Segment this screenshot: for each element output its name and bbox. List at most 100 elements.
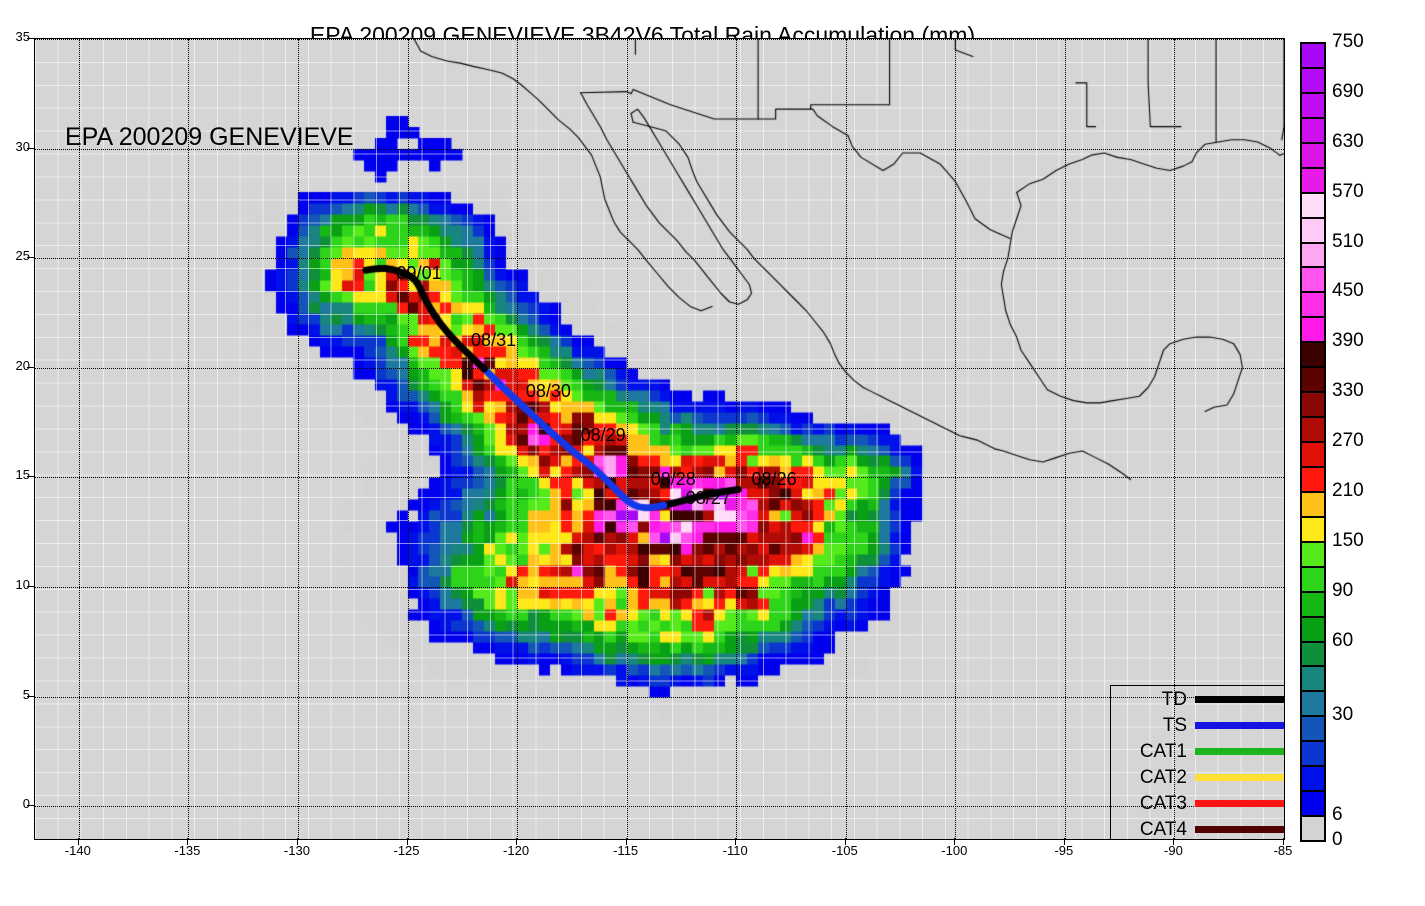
y-tick-mark — [27, 585, 34, 587]
x-tick-mark — [735, 838, 737, 845]
legend-row: TS — [1111, 712, 1284, 738]
colorbar-tick-label: 570 — [1332, 180, 1364, 202]
colorbar-cell — [1301, 367, 1325, 393]
legend-row: CAT3 — [1111, 790, 1284, 816]
legend-color-swatch — [1195, 825, 1284, 833]
colorbar-tick-label: 90 — [1332, 579, 1354, 601]
colorbar-cell — [1301, 67, 1325, 93]
category-legend: TDTSCAT1CAT2CAT3CAT4CAT5 — [1110, 685, 1284, 840]
storm-annotation: EPA 200209 GENEVIEVE — [65, 123, 354, 151]
track-date-label: 08/28 — [650, 468, 696, 489]
legend-label: CAT1 — [1139, 740, 1187, 762]
colorbar-cell — [1301, 442, 1325, 467]
colorbar-cell — [1301, 766, 1325, 792]
track-date-label: 08/27 — [685, 488, 731, 509]
x-tick-mark — [516, 838, 518, 845]
x-tick-label: -110 — [722, 843, 748, 858]
colorbar-cell — [1301, 43, 1325, 68]
colorbar-cell — [1301, 741, 1325, 767]
x-tick-label: -135 — [174, 843, 201, 858]
colorbar-cell — [1301, 267, 1325, 293]
y-tick-label: 5 — [22, 686, 30, 702]
y-tick-label: 30 — [15, 138, 30, 154]
colorbar-cell — [1301, 591, 1325, 617]
y-tick-label: 0 — [22, 796, 30, 812]
colorbar-cell — [1301, 641, 1325, 667]
colorbar-cell — [1301, 142, 1325, 168]
legend-label: CAT3 — [1139, 792, 1187, 814]
x-tick-mark — [844, 838, 846, 845]
colorbar-tick-label: 510 — [1332, 230, 1364, 252]
colorbar-tick-label: 0 — [1332, 829, 1343, 850]
y-tick-mark — [27, 805, 34, 807]
colorbar-cell — [1301, 541, 1325, 567]
colorbar-cell — [1301, 92, 1325, 118]
colorbar-tick-label: 210 — [1332, 479, 1364, 501]
colorbar-tick-label: 450 — [1332, 280, 1364, 302]
legend-row: TD — [1111, 686, 1284, 712]
colorbar-cell — [1301, 417, 1325, 442]
colorbar-cell — [1301, 217, 1325, 243]
x-tick-mark — [954, 838, 956, 845]
colorbar-cell — [1301, 117, 1325, 143]
colorbar-tick-label: 750 — [1332, 31, 1364, 52]
colorbar-cell — [1301, 466, 1325, 492]
legend-color-swatch — [1195, 773, 1284, 781]
x-tick-label: -140 — [64, 843, 91, 858]
x-tick-label: -125 — [393, 843, 420, 858]
colorbar-tick-label: 390 — [1332, 330, 1364, 352]
x-tick-mark — [625, 838, 627, 845]
x-tick-label: -100 — [941, 843, 968, 858]
x-tick-label: -95 — [1054, 843, 1074, 858]
colorbar-cell — [1301, 516, 1325, 542]
colorbar-cell — [1301, 342, 1325, 368]
x-tick-label: -90 — [1164, 843, 1183, 858]
colorbar-cell — [1301, 566, 1325, 592]
y-tick-mark — [27, 147, 34, 149]
x-tick-label: -120 — [503, 843, 530, 858]
legend-color-swatch — [1195, 695, 1284, 703]
colorbar-cell — [1301, 392, 1325, 418]
colorbar-tick-label: 150 — [1332, 529, 1364, 551]
colorbar-cell — [1301, 317, 1325, 343]
colorbar-tick-label: 60 — [1332, 629, 1354, 651]
y-tick-mark — [27, 38, 34, 39]
colorbar-cell — [1301, 491, 1325, 517]
x-tick-label: -105 — [831, 843, 858, 858]
colorbar-tick-label: 330 — [1332, 380, 1364, 402]
colorbar-cell — [1301, 616, 1325, 642]
colorbar-cell — [1301, 716, 1325, 742]
legend-label: CAT2 — [1139, 766, 1187, 788]
y-tick-mark — [27, 476, 34, 478]
legend-color-swatch — [1195, 747, 1284, 755]
x-tick-mark — [77, 838, 79, 845]
map-plot-area: 09/01 08/31 08/30 08/29 08/28 08/27 08/26 EPA … — [34, 38, 1285, 840]
track-date-label: 08/29 — [580, 424, 626, 445]
x-tick-mark — [1283, 838, 1284, 845]
legend-color-swatch — [1195, 799, 1284, 807]
y-tick-mark — [27, 257, 34, 259]
legend-label: TS — [1162, 714, 1187, 736]
colorbar-tick-label: 270 — [1332, 430, 1364, 451]
track-date-label: 08/31 — [471, 330, 517, 351]
x-tick-mark — [406, 838, 408, 845]
x-tick-mark — [1173, 838, 1175, 845]
colorbar — [1300, 42, 1326, 842]
x-tick-mark — [187, 838, 189, 845]
y-tick-mark — [27, 366, 34, 368]
legend-row: CAT1 — [1111, 738, 1284, 764]
colorbar-cell — [1301, 791, 1325, 817]
colorbar-tick-label: 630 — [1332, 130, 1364, 152]
storm-track-layer — [35, 39, 1284, 839]
x-tick-label: -115 — [613, 843, 639, 858]
colorbar-tick-label: 30 — [1332, 704, 1354, 726]
gridline-vertical — [1284, 39, 1285, 839]
colorbar-cell — [1301, 816, 1325, 841]
y-tick-label: 25 — [15, 248, 30, 264]
legend-color-swatch — [1195, 721, 1284, 729]
legend-label: CAT4 — [1139, 818, 1187, 840]
y-tick-label: 10 — [15, 576, 30, 592]
colorbar-cell — [1301, 192, 1325, 218]
legend-label: TD — [1161, 688, 1187, 710]
